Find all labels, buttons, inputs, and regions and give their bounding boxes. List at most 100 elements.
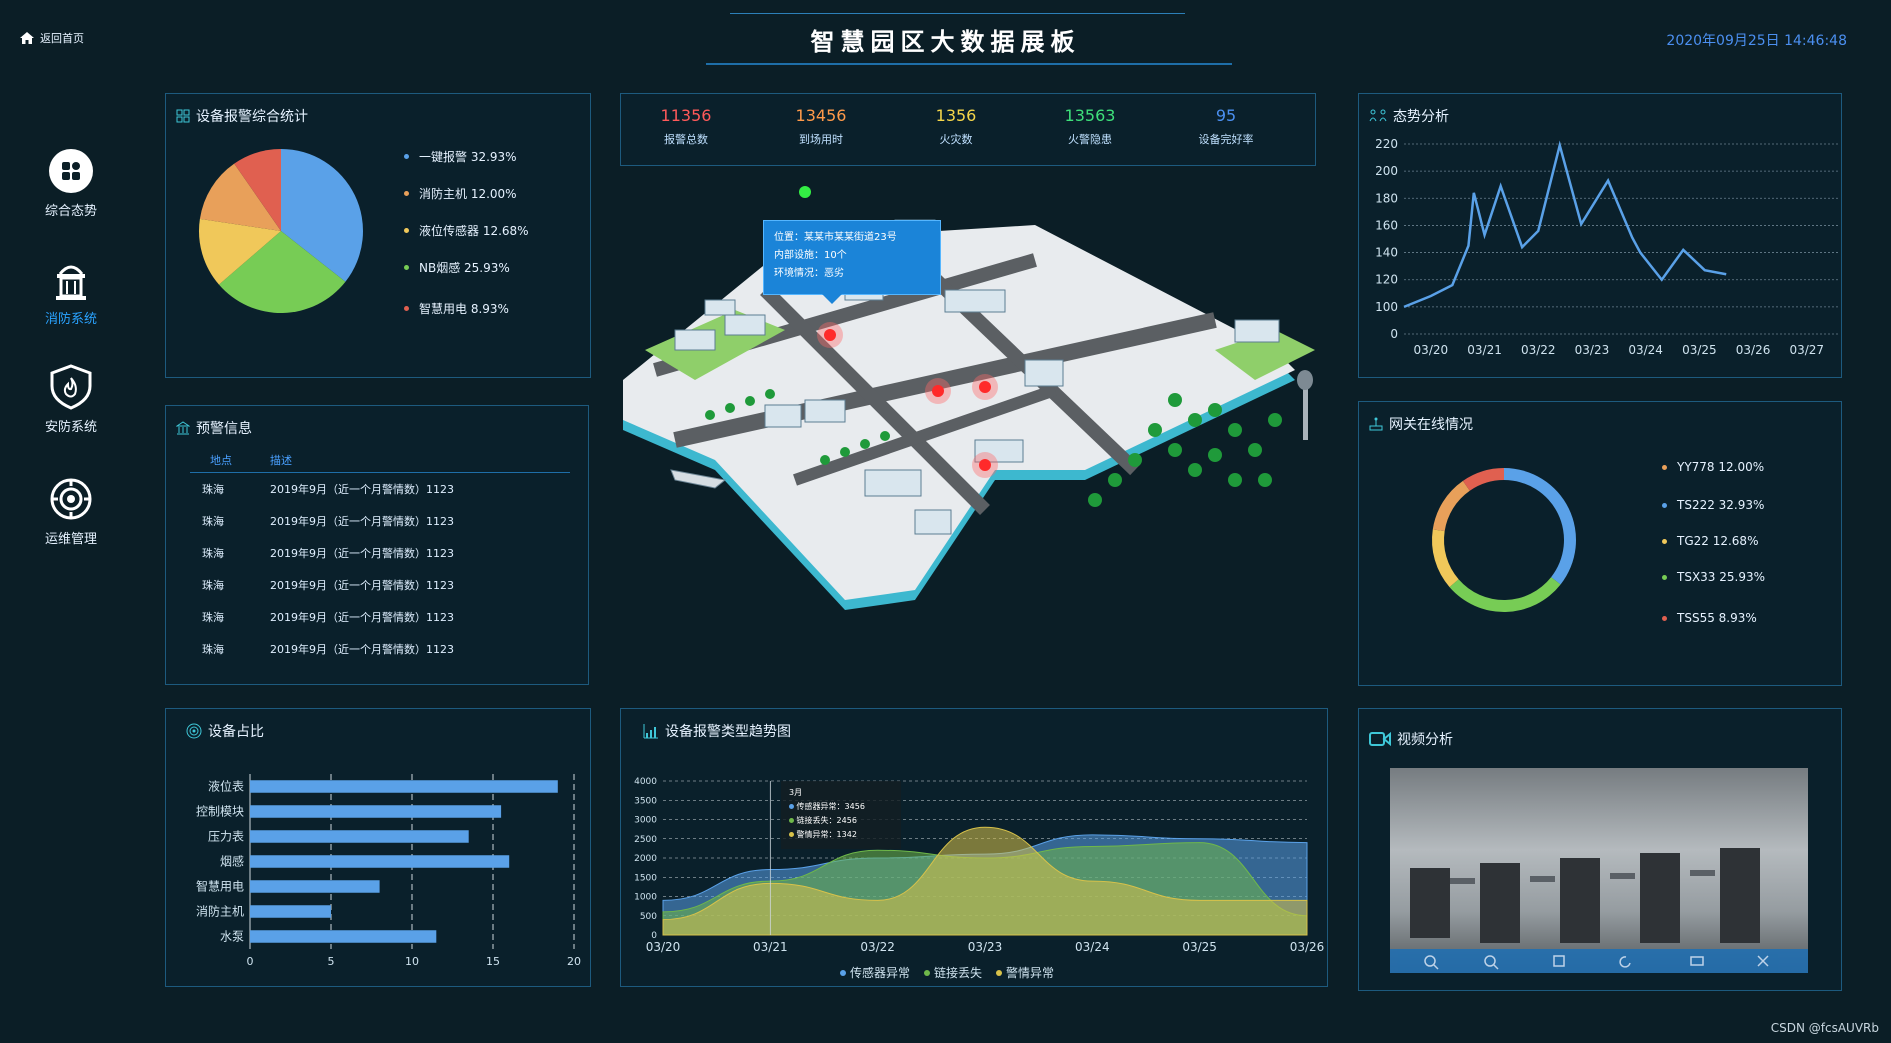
y-tick-label: 水泵: [220, 929, 244, 943]
x-tick-label: 03/25: [1182, 940, 1217, 954]
alarm-trend-panel: 设备报警类型趋势图 0 500 1000 1500 2000 2500 3000 3500 40…: [620, 708, 1328, 987]
legend-item: TS222 32.93%: [1662, 498, 1764, 512]
bar[interactable]: [250, 780, 558, 793]
home-label: 返回首页: [40, 32, 84, 45]
legend-label[interactable]: 链接丢失: [934, 965, 982, 980]
legend-dot: [404, 154, 409, 159]
refresh-icon[interactable]: [1619, 956, 1631, 968]
panel-title: 设备报警综合统计: [176, 106, 308, 126]
header-top-line: [730, 13, 1185, 14]
fire-alarm-marker[interactable]: [817, 322, 843, 348]
bar[interactable]: [250, 930, 437, 943]
chart-icon: [643, 724, 658, 739]
fire-alarm-marker[interactable]: [925, 378, 951, 404]
nav-item-security[interactable]: 安防系统: [28, 364, 114, 435]
donut-slice[interactable]: [1449, 577, 1561, 612]
legend-item: 一键报警 32.93%: [404, 148, 517, 165]
stat-arrival-time: 13456 到场用时: [795, 106, 847, 146]
panel-title: 预警信息: [176, 418, 252, 438]
pie-slice[interactable]: [199, 163, 281, 231]
y-tick-label: 0: [651, 931, 657, 941]
x-tick-label: 03/25: [1682, 343, 1717, 357]
bar[interactable]: [250, 830, 469, 843]
nav-item-ops[interactable]: 运维管理: [28, 476, 114, 547]
x-tick-label: 0: [247, 955, 254, 968]
legend-dot: [1662, 502, 1667, 508]
bar[interactable]: [250, 880, 380, 893]
y-tick-label: 智慧用电: [196, 878, 244, 893]
pie-slice[interactable]: [281, 149, 363, 282]
video-player[interactable]: [1390, 768, 1808, 973]
pie-slice[interactable]: [234, 149, 281, 231]
x-tick-label: 03/21: [1467, 343, 1502, 357]
pie-slice[interactable]: [218, 231, 346, 313]
nav-item-fire[interactable]: 消防系统: [28, 256, 114, 327]
table-row[interactable]: 珠海 2019年9月（近一个月警情数）1123: [202, 515, 454, 528]
gateway-donut-chart: [1432, 468, 1576, 612]
donut-slice[interactable]: [1504, 468, 1576, 585]
close-icon[interactable]: [1757, 955, 1769, 967]
nav-item-overview[interactable]: 综合态势: [28, 148, 114, 219]
x-tick-label: 5: [328, 955, 335, 968]
gateway-panel: 网关在线情况 YY778 12.00% TS222 32.93% TG22 12…: [1358, 401, 1842, 686]
y-tick-label: 500: [640, 912, 657, 922]
legend-item: 消防主机 12.00%: [404, 185, 517, 202]
legend-item: TSX33 25.93%: [1662, 570, 1765, 584]
warning-table: 地点 描述 珠海 2019年9月（近一个月警情数）1123 珠海 2019年9月（近一…: [190, 450, 570, 665]
table-row[interactable]: 珠海 2019年9月（近一个月警情数）1123: [202, 611, 454, 624]
y-tick-label: 1000: [634, 893, 657, 903]
table-row[interactable]: 珠海 2019年9月（近一个月警情数）1123: [202, 643, 454, 656]
bar[interactable]: [250, 805, 502, 818]
legend-dot: [1662, 464, 1667, 470]
radar-icon: [186, 723, 202, 739]
pie-slice[interactable]: [199, 218, 281, 285]
x-tick-label: 03/23: [1575, 343, 1610, 357]
fire-alarm-marker[interactable]: [972, 452, 998, 478]
trend-panel: 态势分析 0 100 120 140 160 180 200 220 03/20 03/21 03/…: [1358, 93, 1842, 378]
y-tick-label: 220: [1375, 137, 1398, 151]
legend-label[interactable]: 传感器异常: [850, 965, 910, 980]
people-icon: [1369, 109, 1387, 122]
fullscreen-icon[interactable]: [1553, 955, 1565, 967]
donut-slice[interactable]: [1432, 529, 1459, 588]
fire-alarm-marker[interactable]: [972, 374, 998, 400]
trend-line: [1403, 140, 1727, 309]
bar[interactable]: [250, 905, 331, 918]
zoom-in-icon[interactable]: [1424, 955, 1439, 970]
y-tick-label: 液位表: [208, 778, 244, 793]
alarm-pie-chart: [199, 149, 363, 313]
donut-slice[interactable]: [1462, 468, 1504, 491]
zoom-out-icon[interactable]: [1484, 955, 1499, 970]
donut-slice[interactable]: [1432, 480, 1470, 532]
fire-hydrant-icon: [48, 256, 94, 302]
online-indicator: [799, 186, 811, 198]
x-tick-label: 03/20: [646, 940, 681, 954]
table-row[interactable]: 珠海 2019年9月（近一个月警情数）1123: [202, 483, 454, 496]
y-tick-label: 2000: [634, 854, 657, 864]
table-row[interactable]: 珠海 2019年9月（近一个月警情数）1123: [202, 547, 454, 560]
home-link[interactable]: 返回首页: [20, 30, 84, 46]
x-tick-label: 03/26: [1290, 940, 1325, 954]
dashboard-icon: [48, 148, 94, 194]
record-icon[interactable]: [1690, 956, 1704, 966]
x-tick-label: 03/20: [1414, 343, 1449, 357]
legend-item: TG22 12.68%: [1662, 534, 1758, 548]
stat-fires: 1356 火灾数: [935, 106, 977, 146]
x-tick-label: 03/24: [1628, 343, 1663, 357]
bar[interactable]: [250, 855, 510, 868]
legend-dot: [1662, 615, 1667, 621]
router-icon: [1369, 417, 1383, 431]
nav-label: 消防系统: [44, 312, 97, 327]
legend-dot: [404, 191, 409, 196]
panel-title: 视频分析: [1369, 729, 1453, 749]
table-row[interactable]: 珠海 2019年9月（近一个月警情数）1123: [202, 579, 454, 592]
chart-tooltip: 3月 传感器异常：3456 链接丢失：2456 警情异常：1342: [781, 781, 901, 849]
legend-item: 智慧用电 8.93%: [404, 300, 509, 317]
y-tick-label: 120: [1375, 273, 1398, 287]
legend-dot: [404, 265, 409, 270]
video-camera-icon: [1369, 732, 1391, 746]
legend-dot: [1662, 538, 1667, 544]
legend-label[interactable]: 警情异常: [1006, 965, 1054, 980]
building-icon: [176, 421, 190, 435]
